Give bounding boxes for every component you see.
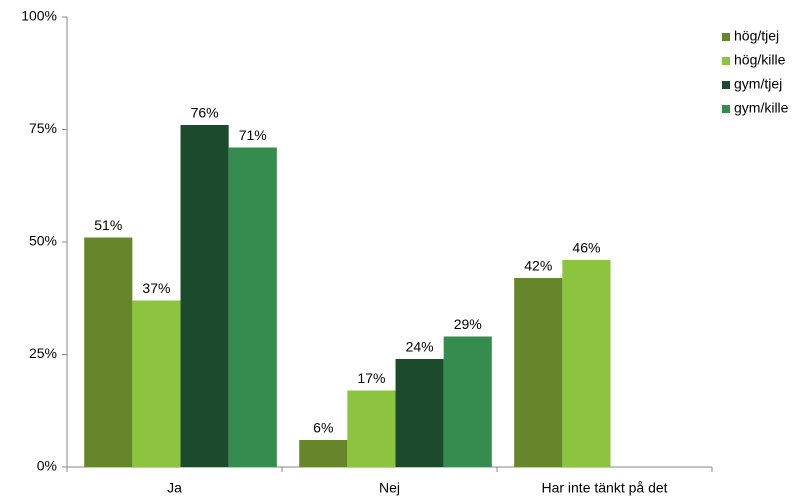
bar [84, 237, 133, 467]
bar [395, 359, 444, 467]
value-label: 37% [142, 280, 170, 296]
bar [562, 260, 611, 467]
legend-label: gym/kille [734, 100, 789, 116]
y-tick-label: 100% [21, 8, 57, 24]
value-label: 17% [357, 370, 385, 386]
bar [347, 390, 396, 467]
y-tick-label: 0% [37, 458, 57, 474]
bar [132, 300, 181, 467]
x-tick-label: Nej [379, 480, 400, 496]
x-tick-label: Ja [167, 480, 182, 496]
value-label: 46% [572, 240, 600, 256]
value-label: 24% [406, 339, 434, 355]
y-tick-label: 25% [29, 345, 57, 361]
legend-swatch [722, 33, 730, 41]
value-label: 29% [454, 316, 482, 332]
value-label: 42% [524, 258, 552, 274]
legend-label: gym/tjej [734, 76, 782, 92]
bar [443, 336, 492, 467]
bar [180, 125, 229, 467]
legend-swatch [722, 105, 730, 113]
y-tick-label: 50% [29, 233, 57, 249]
legend-label: hög/tjej [734, 28, 779, 44]
value-label: 51% [94, 217, 122, 233]
legend-swatch [722, 81, 730, 89]
legend-swatch [722, 57, 730, 65]
bar [228, 147, 277, 467]
x-tick-label: Har inte tänkt på det [541, 480, 667, 496]
value-label: 76% [191, 105, 219, 121]
y-tick-label: 75% [29, 120, 57, 136]
bar [299, 440, 348, 467]
value-label: 6% [313, 420, 333, 436]
value-label: 71% [239, 127, 267, 143]
bar [514, 278, 563, 467]
legend-label: hög/kille [734, 52, 786, 68]
